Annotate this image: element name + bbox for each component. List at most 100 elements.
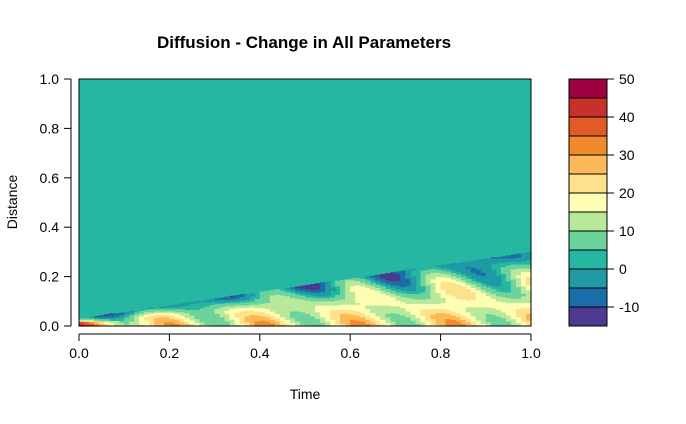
heatmap-cell xyxy=(460,279,467,282)
heatmap-cell xyxy=(405,298,412,300)
heatmap-cell xyxy=(325,292,331,294)
heatmap-cell xyxy=(299,311,306,314)
heatmap-cell xyxy=(345,301,351,304)
heatmap-cell xyxy=(289,294,296,296)
heatmap-cell xyxy=(325,311,331,314)
heatmap-cell xyxy=(525,258,532,261)
heatmap-cell xyxy=(440,265,447,267)
heatmap-cell xyxy=(465,287,472,289)
heatmap-cell xyxy=(510,305,517,307)
heatmap-cell xyxy=(254,313,261,315)
heatmap-cell xyxy=(365,323,371,325)
heatmap-cell xyxy=(350,293,356,295)
heatmap-cell xyxy=(490,293,497,295)
heatmap-cell xyxy=(345,297,351,299)
heatmap-cell xyxy=(515,255,522,257)
heatmap-cell xyxy=(445,322,452,325)
heatmap-cell xyxy=(455,283,462,285)
heatmap-cell xyxy=(360,285,366,288)
heatmap-cell xyxy=(395,271,402,273)
heatmap-cell xyxy=(244,303,251,305)
heatmap-cell xyxy=(204,313,211,315)
heatmap-cell xyxy=(465,299,472,302)
heatmap-cell xyxy=(360,290,366,293)
heatmap-cell xyxy=(460,278,467,281)
heatmap-cell xyxy=(445,320,452,322)
heatmap-cell xyxy=(465,307,472,309)
heatmap-cell xyxy=(370,315,376,318)
heatmap-cell xyxy=(410,288,417,290)
heatmap-cell xyxy=(495,277,502,279)
heatmap-cell xyxy=(490,258,497,261)
heatmap-cell xyxy=(450,273,457,275)
heatmap-cell xyxy=(340,289,346,291)
heatmap-cell xyxy=(340,294,346,297)
heatmap-cell xyxy=(164,315,170,318)
heatmap-cell xyxy=(299,305,306,308)
heatmap-cell xyxy=(360,289,366,292)
heatmap-cell xyxy=(400,311,407,314)
heatmap-cell xyxy=(395,277,402,279)
heatmap-cell xyxy=(325,314,331,316)
heatmap-cell xyxy=(214,299,221,302)
heatmap-cell xyxy=(390,316,396,319)
heatmap-cell xyxy=(385,320,391,323)
heatmap-cell xyxy=(279,295,286,298)
heatmap-cell xyxy=(375,315,381,318)
heatmap-cell xyxy=(420,300,427,303)
heatmap-cell xyxy=(269,290,276,293)
heatmap-cell xyxy=(179,320,186,322)
heatmap-cell xyxy=(445,284,452,286)
heatmap-cell xyxy=(174,310,181,312)
heatmap-cell xyxy=(335,320,341,323)
heatmap-cell xyxy=(485,315,492,318)
heatmap-cell xyxy=(219,322,226,325)
heatmap-cell xyxy=(455,297,462,299)
heatmap-cell xyxy=(410,319,417,321)
heatmap-cell xyxy=(420,299,427,302)
heatmap-cell xyxy=(335,320,341,322)
heatmap-cell xyxy=(515,278,522,281)
heatmap-cell xyxy=(169,313,176,315)
heatmap-cell xyxy=(450,305,457,307)
heatmap-cell xyxy=(470,310,477,312)
heatmap-cell xyxy=(335,318,341,320)
heatmap-cell xyxy=(355,318,361,320)
heatmap-cell xyxy=(400,278,407,281)
heatmap-cell xyxy=(450,324,457,326)
heatmap-cell xyxy=(149,324,155,326)
heatmap-cell xyxy=(425,299,432,302)
heatmap-cell xyxy=(475,264,482,267)
heatmap-cell xyxy=(269,299,276,302)
heatmap-cell xyxy=(320,299,326,302)
heatmap-cell xyxy=(460,318,467,320)
heatmap-cell xyxy=(274,311,281,314)
heatmap-cell xyxy=(440,310,447,313)
heatmap-cell xyxy=(485,289,492,292)
heatmap-cell xyxy=(380,315,386,317)
heatmap-cell xyxy=(405,320,412,323)
heatmap-cell xyxy=(390,299,396,302)
heatmap-cell xyxy=(495,299,502,301)
heatmap-cell xyxy=(435,295,442,298)
heatmap-cell xyxy=(415,303,422,305)
heatmap-cell xyxy=(510,275,517,278)
heatmap-cell xyxy=(370,306,376,309)
heatmap-cell xyxy=(345,284,351,287)
heatmap-cell xyxy=(400,318,407,320)
heatmap-cell xyxy=(259,310,266,313)
heatmap-cell xyxy=(184,324,191,326)
heatmap-cell xyxy=(289,299,296,301)
heatmap-cell xyxy=(345,286,351,288)
heatmap-cell xyxy=(289,310,296,313)
heatmap-cell xyxy=(470,321,477,324)
x-tick-label: 0.8 xyxy=(431,345,451,361)
heatmap-cell xyxy=(269,294,276,296)
heatmap-cell xyxy=(460,322,467,325)
heatmap-cell xyxy=(470,289,477,292)
heatmap-cell xyxy=(505,299,512,302)
heatmap-cell xyxy=(184,318,191,320)
heatmap-cell xyxy=(370,284,376,286)
heatmap-cell xyxy=(254,303,261,305)
heatmap-cell xyxy=(219,324,226,326)
